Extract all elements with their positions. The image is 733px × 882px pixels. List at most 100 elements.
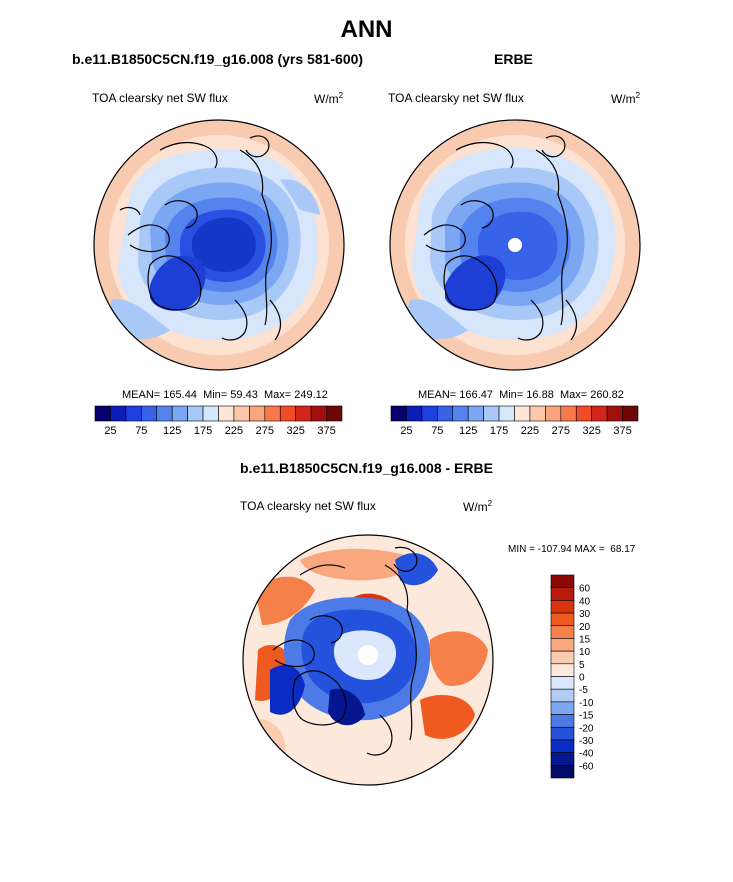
model-colorbar-tick-label: 75 (135, 425, 147, 437)
diff-colorbar-tick-label: 5 (579, 660, 585, 671)
model-colorbar-tick-label: 175 (194, 425, 212, 437)
obs-colorbar-swatch (575, 405, 592, 422)
diff-colorbar-swatch (550, 676, 575, 690)
model-colorbar-swatch (264, 405, 281, 422)
diff-colorbar-tick-label: 20 (579, 622, 591, 633)
diff-colorbar-swatch (550, 612, 575, 627)
diff-max-value: 68.17 (610, 544, 636, 555)
model-colorbar-swatch (279, 405, 296, 422)
obs-colorbar-tick-label: 125 (459, 425, 477, 437)
obs-colorbar-tick-label: 75 (431, 425, 443, 437)
model-colorbar-swatch (156, 405, 173, 422)
model-colorbar-swatch (125, 405, 142, 422)
obs-colorbar-swatch (498, 405, 515, 422)
obs-colorbar-tick-label: 25 (400, 425, 412, 437)
obs-colorbar-swatch (483, 405, 500, 422)
obs-colorbar-tick-label: 275 (552, 425, 570, 437)
obs-colorbar-swatch (622, 405, 639, 422)
model-colorbar-tick-label: 25 (104, 425, 116, 437)
diff-colorbar-tick-label: -40 (579, 749, 594, 760)
diff-colorbar-tick-label: -10 (579, 698, 594, 709)
obs-units-label: W/m2 (611, 91, 641, 106)
model-min-value: 59.43 (230, 389, 258, 401)
model-colorbar-swatch (202, 405, 219, 422)
diff-colorbar-swatch (550, 726, 575, 741)
model-colorbar-swatch (233, 405, 250, 422)
diff-colorbar-tick-label: 60 (579, 584, 591, 595)
diff-colorbar-swatch (550, 638, 575, 652)
obs-colorbar-swatch (591, 405, 608, 422)
model-colorbar-swatch (218, 405, 235, 422)
diff-polar-map (243, 535, 493, 785)
diff-colorbar-swatch (550, 714, 575, 728)
diff-colorbar-swatch (550, 574, 575, 588)
diff-colorbar-swatch (550, 625, 575, 639)
model-colorbar-swatch (326, 405, 343, 422)
obs-max-value: 260.82 (590, 389, 624, 401)
diff-colorbar-swatch (550, 650, 575, 665)
model-colorbar-swatch (295, 405, 312, 422)
diff-colorbar-swatch (550, 739, 575, 753)
diff-colorbar-tick-label: 40 (579, 596, 591, 607)
diff-colorbar-swatch (550, 701, 575, 715)
model-colorbar-tick-label: 325 (287, 425, 305, 437)
diff-colorbar-tick-label: -15 (579, 711, 594, 722)
model-max-value: 249.12 (294, 389, 328, 401)
obs-colorbar-swatch (560, 405, 577, 422)
diff-colorbar-tick-label: 15 (579, 634, 591, 645)
model-colorbar-swatch (110, 405, 127, 422)
model-units-label: W/m2 (314, 91, 344, 106)
obs-min-value: 16.88 (526, 389, 554, 401)
model-colorbar-swatch (249, 405, 266, 422)
model-colorbar-swatch (187, 405, 204, 422)
diff-panel-heading: b.e11.B1850C5CN.f19_g16.008 - ERBE (240, 460, 493, 476)
diff-colorbar-tick-label: 0 (579, 673, 585, 684)
diff-units-label: W/m2 (463, 499, 493, 514)
obs-panel-heading: ERBE (494, 51, 533, 67)
obs-colorbar-swatch (390, 405, 407, 422)
obs-colorbar-tick-label: 175 (490, 425, 508, 437)
diff-stats: MIN = -107.94 MAX = 68.17 (508, 544, 636, 555)
diff-colorbar-tick-label: -60 (579, 761, 594, 772)
obs-colorbar-swatch (406, 405, 423, 422)
obs-polar-map (390, 120, 640, 370)
model-colorbar-swatch (171, 405, 188, 422)
diff-colorbar-swatch (550, 600, 575, 614)
obs-colorbar-swatch (545, 405, 562, 422)
obs-colorbar: 25 75 125 175 225 275 325 375 (390, 405, 639, 437)
diff-colorbar-tick-label: -20 (579, 723, 594, 734)
model-mean-value: 165.44 (163, 389, 197, 401)
obs-colorbar-swatch (514, 405, 531, 422)
model-colorbar-tick-label: 225 (225, 425, 243, 437)
obs-colorbar-swatch (421, 405, 438, 422)
obs-colorbar-swatch (606, 405, 623, 422)
diff-colorbar-swatch (550, 752, 575, 766)
model-panel-heading: b.e11.B1850C5CN.f19_g16.008 (yrs 581-600… (72, 51, 364, 67)
obs-colorbar-swatch (452, 405, 469, 422)
model-colorbar-tick-label: 375 (317, 425, 335, 437)
model-colorbar-swatch (310, 405, 327, 422)
model-variable-label: TOA clearsky net SW flux (92, 91, 228, 105)
model-colorbar-tick-label: 275 (256, 425, 274, 437)
model-stats: MEAN= 165.44 Min= 59.43 Max= 249.12 (122, 389, 328, 401)
obs-stats: MEAN= 166.47 Min= 16.88 Max= 260.82 (418, 389, 624, 401)
obs-colorbar-swatch (529, 405, 546, 422)
obs-colorbar-tick-label: 375 (613, 425, 631, 437)
obs-mean-value: 166.47 (459, 389, 493, 401)
diff-colorbar-tick-label: -5 (579, 685, 588, 696)
diff-min-value: -107.94 (537, 544, 572, 555)
obs-colorbar-tick-label: 225 (521, 425, 539, 437)
model-colorbar: 25 75 125 175 225 275 325 375 (94, 405, 343, 437)
obs-variable-label: TOA clearsky net SW flux (388, 91, 524, 105)
diff-colorbar-swatch (550, 765, 575, 779)
model-colorbar-tick-label: 125 (163, 425, 181, 437)
model-colorbar-swatch (141, 405, 158, 422)
diff-colorbar-tick-label: 10 (579, 647, 591, 658)
model-colorbar-swatch (94, 405, 111, 422)
obs-colorbar-swatch (437, 405, 454, 422)
diff-colorbar-tick-label: 30 (579, 609, 591, 620)
model-polar-map (94, 120, 344, 370)
diff-variable-label: TOA clearsky net SW flux (240, 499, 376, 513)
